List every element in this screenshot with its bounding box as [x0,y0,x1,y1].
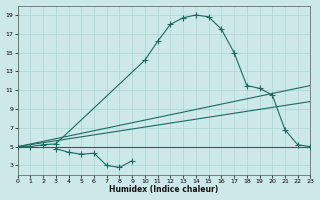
X-axis label: Humidex (Indice chaleur): Humidex (Indice chaleur) [109,185,219,194]
